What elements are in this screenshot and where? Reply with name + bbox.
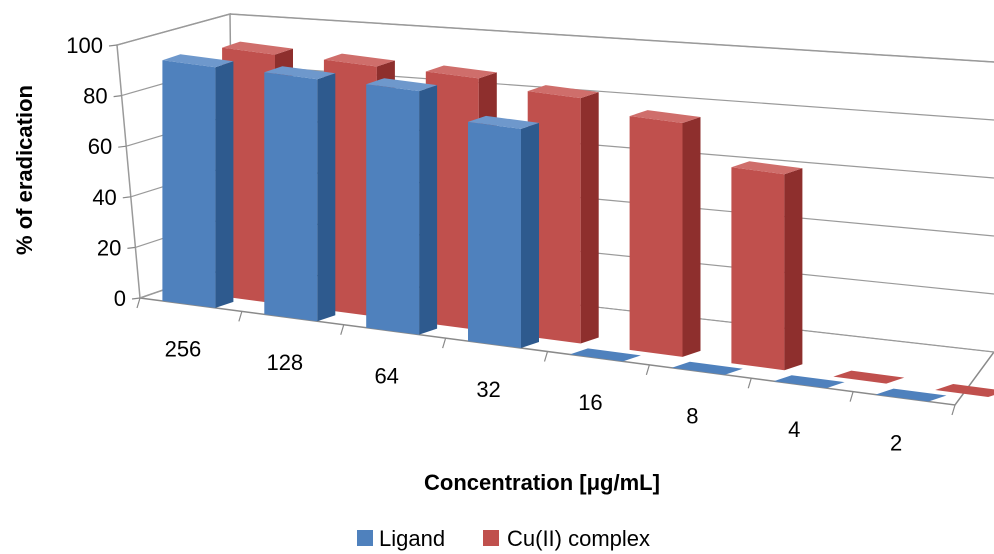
bar-side	[784, 168, 803, 371]
bar-ligand-128	[264, 66, 336, 322]
bar-base	[671, 361, 743, 375]
x-tick-mark	[747, 378, 752, 389]
bar-side	[419, 85, 438, 335]
bar-top	[731, 161, 803, 175]
x-tick-label: 128	[266, 350, 303, 375]
bar-ligand-64	[366, 78, 438, 335]
x-tick-mark	[238, 311, 243, 322]
bar-front	[425, 71, 479, 331]
legend-label-cu-complex: Cu(II) complex	[507, 526, 650, 551]
bar-cu-complex-16	[629, 110, 701, 357]
x-tick-mark	[543, 351, 549, 362]
bar-front	[629, 116, 683, 357]
y-tick-mark	[108, 44, 118, 47]
bar-base	[773, 375, 845, 389]
bar-top	[222, 41, 293, 55]
bar-cu-complex-2	[935, 384, 994, 397]
bar-side	[682, 117, 701, 357]
x-tick-mark	[340, 324, 345, 335]
bar-side	[580, 92, 599, 344]
bar-front	[366, 84, 420, 335]
bar-top	[629, 110, 701, 123]
x-tick-label: 4	[788, 417, 800, 442]
y-tick-label: 40	[92, 185, 116, 210]
bar-cu-complex-8	[731, 161, 803, 371]
y-tick-mark	[131, 297, 141, 300]
bar-front	[264, 72, 318, 322]
bar-top	[264, 66, 336, 80]
bar-ligand-16	[569, 348, 641, 362]
bar-base	[875, 388, 947, 402]
x-tick-mark	[849, 391, 854, 402]
y-tick-mark	[127, 246, 136, 249]
bar-front	[162, 60, 216, 308]
y-tick-label: 80	[83, 84, 107, 109]
bar-cu-complex-4	[833, 370, 905, 384]
y-tick-label: 60	[88, 134, 112, 159]
bar-side	[317, 73, 336, 322]
x-tick-mark	[645, 364, 650, 376]
bar-front	[731, 167, 785, 371]
y-tick-mark	[113, 95, 122, 98]
bar-base	[569, 348, 641, 362]
bar-side	[521, 122, 539, 349]
bar-cu-complex-32	[527, 85, 599, 344]
y-tick-labels: 0 20 40 60 80 100	[66, 33, 126, 311]
legend-swatch-ligand	[357, 530, 373, 546]
x-tick-mark	[442, 337, 447, 349]
x-tick-labels: 256 128 64 32 16 8 4 2	[136, 297, 956, 455]
y-tick-label: 100	[66, 33, 103, 58]
bar-ligand-4	[773, 375, 845, 389]
bar-top	[366, 78, 438, 92]
bar-ligand-32	[468, 115, 539, 349]
bar-top	[468, 115, 539, 129]
bar-side	[215, 61, 234, 308]
bar-base	[833, 370, 905, 384]
legend-swatch-cu-complex	[483, 530, 499, 546]
x-axis-label: Concentration [μg/mL]	[424, 470, 660, 495]
x-tick-mark	[136, 297, 141, 309]
bar-ligand-256	[162, 54, 234, 308]
bar-front	[468, 121, 521, 349]
x-tick-label: 16	[578, 390, 602, 415]
y-tick-label: 0	[114, 286, 126, 311]
bar-top	[162, 54, 234, 68]
y-tick-mark	[118, 145, 127, 148]
bar-front	[222, 47, 275, 304]
x-tick-mark	[951, 404, 956, 416]
y-tick-mark	[122, 196, 131, 199]
x-tick-label: 256	[165, 337, 202, 362]
bar-front	[323, 59, 377, 317]
bars	[162, 41, 994, 402]
bar-base	[935, 384, 994, 397]
x-tick-label: 32	[476, 377, 500, 402]
bar-ligand-8	[671, 361, 743, 375]
legend-label-ligand: Ligand	[379, 526, 445, 551]
x-tick-label: 2	[890, 430, 902, 455]
x-tick-label: 64	[374, 363, 398, 388]
y-tick-label: 20	[97, 235, 121, 260]
gridline	[116, 13, 994, 63]
bar-front	[527, 91, 581, 344]
bar-top	[425, 65, 497, 79]
bar-top	[527, 85, 599, 99]
legend: Ligand Cu(II) complex	[357, 526, 650, 551]
bar-ligand-2	[875, 388, 947, 402]
y-axis-label: % of eradication	[12, 85, 37, 255]
bar-top	[323, 53, 395, 67]
x-tick-label: 8	[686, 404, 698, 429]
